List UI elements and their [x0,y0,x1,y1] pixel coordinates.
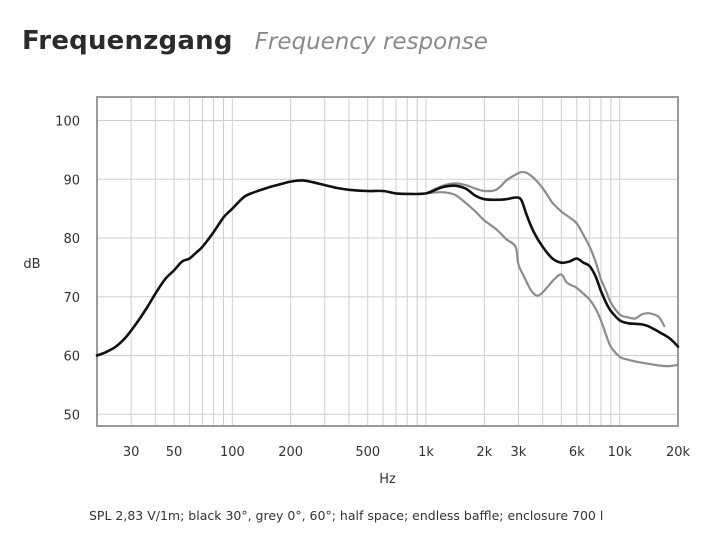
series-line-black-30- [95,179,680,357]
y-tick-label: 100 [55,115,80,130]
x-tick-labels: 30 50 100 200 500 1k 2k 3k 6k 10k 20k [123,445,691,460]
response-curves [95,170,680,368]
x-tick-label: 100 [220,445,245,460]
y-tick-label: 70 [63,291,80,306]
chart-subtitle: Frequency response [254,29,488,55]
x-tick-label: 500 [355,445,380,460]
x-tick-label: 1k [418,445,434,460]
y-tick-label: 60 [63,350,80,365]
x-tick-label: 20k [666,445,691,460]
x-tick-label: 50 [166,445,183,460]
plot-frame [96,96,679,427]
x-tick-label: 3k [511,445,527,460]
y-tick-label: 50 [63,408,80,423]
chart-title-row: Frequenzgang Frequency response [22,26,488,56]
measurement-caption: SPL 2,83 V/1m; black 30°, grey 0°, 60°; … [89,508,604,523]
y-tick-label: 80 [63,232,80,247]
series-line-grey-0- [424,170,666,328]
x-axis-label: Hz [379,472,396,487]
y-tick-label: 90 [63,173,80,188]
x-tick-label: 6k [569,445,585,460]
frequency-response-chart: 30 50 100 200 500 1k 2k 3k 6k 10k 20k 50 60 70 80 90 10… [23,96,691,487]
x-tick-label: 30 [123,445,140,460]
x-tick-label: 2k [476,445,492,460]
x-tick-label: 10k [608,445,633,460]
y-axis-label: dB [23,257,40,272]
y-tick-labels: 50 60 70 80 90 100 [55,115,80,424]
chart-title: Frequenzgang [22,26,233,56]
x-tick-label: 200 [278,445,303,460]
series-line-grey-60- [424,191,680,368]
